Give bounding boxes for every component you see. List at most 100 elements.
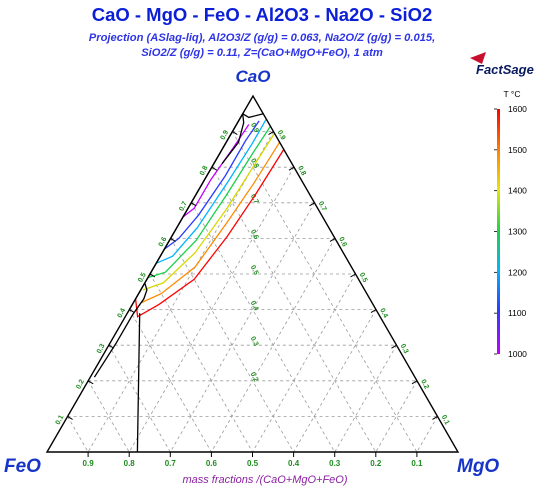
isotherm-1600 bbox=[134, 149, 285, 318]
axis-tick bbox=[350, 273, 356, 278]
axis-tick bbox=[211, 166, 218, 171]
isotherm-lines bbox=[134, 118, 285, 318]
colorbar-ticks: 1600 1500 1400 1300 1200 1100 1000 bbox=[494, 104, 527, 359]
tick-label-right: 0.6 bbox=[337, 236, 348, 248]
chart-subtitle-2: SiO2/Z (g/g) = 0.11, Z=(CaO+MgO+FeO), 1 … bbox=[141, 47, 383, 59]
tick-label-left: 0.6 bbox=[158, 236, 169, 248]
axis-tick bbox=[108, 344, 115, 349]
tick-label-right: 0.8 bbox=[296, 165, 307, 177]
grid-line-feo bbox=[232, 131, 418, 453]
tick-label-left: 0.5 bbox=[137, 272, 148, 284]
tick-label-bottom: 0.6 bbox=[206, 459, 218, 468]
colorbar-title: T °C bbox=[504, 89, 521, 99]
factsage-logo: FactSage bbox=[470, 52, 534, 77]
colorbar-tick-label: 1100 bbox=[508, 308, 527, 318]
tick-label-left: 0.1 bbox=[55, 414, 66, 426]
tick-label-bottom: 0.4 bbox=[288, 459, 300, 468]
axis-tick bbox=[190, 202, 197, 207]
tick-label-right: 0.3 bbox=[399, 343, 410, 355]
triangle-frame bbox=[45, 94, 460, 457]
colorbar: T °C 1600 1500 1400 1300 1200 1100 1000 bbox=[494, 89, 527, 359]
tick-label-left: 0.9 bbox=[220, 129, 231, 141]
axis-tick bbox=[432, 415, 438, 420]
x-axis-label: mass fractions /(CaO+MgO+FeO) bbox=[182, 474, 347, 486]
grid-line-feo bbox=[190, 202, 336, 453]
apex-label-top: CaO bbox=[236, 67, 271, 86]
tick-label-inner: 0.2 bbox=[249, 371, 260, 383]
isotherm-1400 bbox=[142, 133, 276, 291]
colorbar-tick-label: 1500 bbox=[508, 145, 527, 155]
isotherm-1200 bbox=[155, 118, 267, 264]
apex-label-left: FeO bbox=[4, 456, 41, 477]
tick-label-inner: 0.6 bbox=[249, 229, 260, 241]
tick-label-inner: 0.8 bbox=[249, 158, 260, 170]
grid-line-mgo bbox=[252, 273, 356, 453]
tick-label-left: 0.2 bbox=[75, 378, 86, 390]
colorbar-tick-label: 1600 bbox=[508, 104, 527, 114]
grid-line-mgo bbox=[334, 344, 397, 453]
tick-label-right: 0.1 bbox=[440, 414, 451, 426]
tick-label-right: 0.5 bbox=[358, 272, 369, 284]
isotherm-1500 bbox=[141, 141, 281, 304]
tick-label-bottom: 0.2 bbox=[370, 459, 382, 468]
colorbar-tick-label: 1300 bbox=[508, 227, 527, 237]
tick-label-right: 0.4 bbox=[378, 307, 389, 319]
tick-label-right: 0.2 bbox=[419, 379, 430, 391]
grid-line-mgo bbox=[128, 166, 295, 453]
axis-tick bbox=[87, 380, 94, 385]
colorbar-tick-label: 1200 bbox=[508, 267, 527, 277]
axis-tick bbox=[370, 309, 377, 314]
tick-label-right: 0.7 bbox=[317, 201, 328, 213]
axis-tick bbox=[170, 237, 176, 242]
tick-label-inner: 0.4 bbox=[249, 300, 260, 312]
chart-title: CaO - MgO - FeO - Al2O3 - Na2O - SiO2 bbox=[92, 4, 433, 25]
tick-label-left: 0.4 bbox=[117, 307, 128, 319]
isotherm-1300 bbox=[147, 125, 271, 279]
grid-line-mgo bbox=[87, 131, 274, 453]
grid-line-feo bbox=[149, 273, 253, 453]
axis-tick bbox=[288, 166, 295, 171]
axis-tick bbox=[232, 131, 238, 136]
tick-label-left: 0.3 bbox=[96, 343, 107, 355]
axis-tick bbox=[309, 202, 315, 207]
grid-line-feo bbox=[67, 416, 89, 453]
tick-label-right: 0.9 bbox=[276, 129, 287, 141]
tick-label-bottom: 0.5 bbox=[247, 459, 259, 468]
ternary-grid bbox=[67, 131, 438, 453]
boundary-1 bbox=[93, 282, 148, 378]
colorbar-tick-label: 1400 bbox=[508, 186, 527, 196]
apex-label-right: MgO bbox=[457, 456, 499, 477]
svg-text:FactSage: FactSage bbox=[476, 62, 534, 77]
tick-label-bottom: 0.1 bbox=[411, 459, 423, 468]
boundary-2 bbox=[136, 313, 141, 453]
boundary-4 bbox=[221, 113, 245, 164]
axis-tick bbox=[391, 344, 397, 349]
axis-tick bbox=[411, 380, 418, 385]
tick-label-inner: 0.7 bbox=[249, 193, 260, 205]
tick-label-bottom: 0.3 bbox=[329, 459, 341, 468]
grid-line-mgo bbox=[416, 416, 438, 453]
tick-label-left: 0.8 bbox=[199, 165, 210, 177]
axis-tick bbox=[67, 415, 73, 420]
tick-label-bottom: 0.8 bbox=[124, 459, 136, 468]
tick-label-inner: 0.5 bbox=[249, 264, 260, 276]
tick-label-bottom: 0.7 bbox=[165, 459, 177, 468]
tick-labels: 0.1 0.1 0.2 0.2 0.2 0.3 0.3 0.3 0.4 0.4 0.4 0.5 0.5 0… bbox=[55, 122, 451, 468]
colorbar-gradient bbox=[497, 109, 500, 354]
phase-boundaries bbox=[93, 112, 264, 453]
grid-line-feo bbox=[108, 345, 171, 453]
axis-tick bbox=[268, 131, 274, 136]
grid-line-mgo bbox=[169, 202, 315, 453]
axis-tick bbox=[149, 273, 156, 278]
chart-subtitle-1: Projection (ASlag-liq), Al2O3/Z (g/g) = … bbox=[89, 32, 435, 44]
tick-label-inner: 0.3 bbox=[249, 336, 260, 348]
grid-line-feo bbox=[87, 380, 130, 453]
isotherm-1100 bbox=[164, 120, 260, 250]
tick-label-bottom: 0.9 bbox=[83, 459, 95, 468]
grid-line-mgo bbox=[375, 380, 418, 453]
axis-tick bbox=[329, 237, 336, 242]
colorbar-tick-label: 1000 bbox=[508, 349, 527, 359]
axis-tick bbox=[129, 309, 135, 314]
tick-label-left: 0.7 bbox=[178, 200, 189, 212]
